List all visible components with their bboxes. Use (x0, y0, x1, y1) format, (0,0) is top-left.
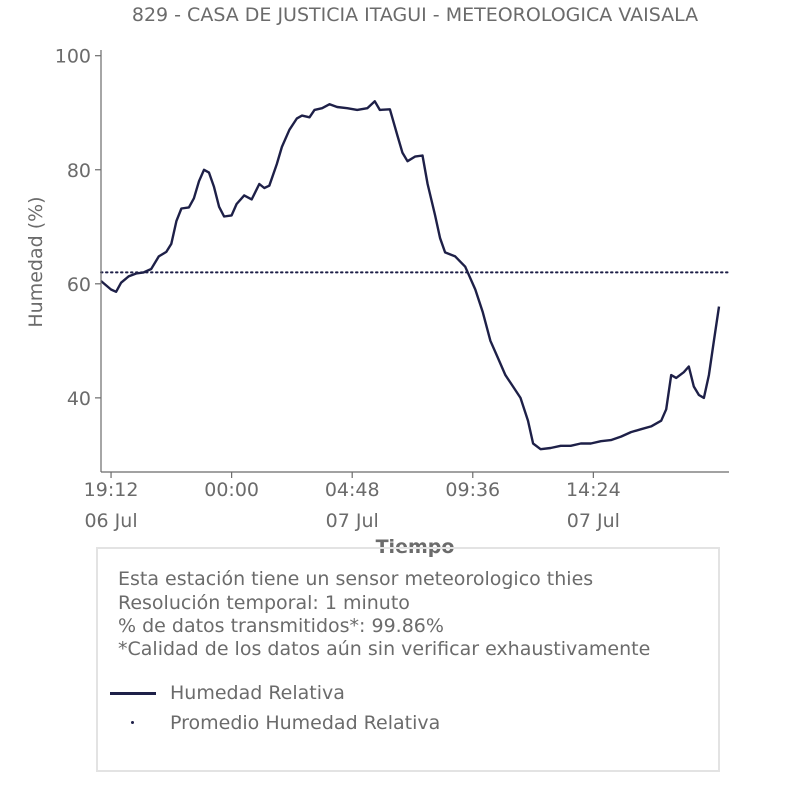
y-tick-label: 60 (67, 274, 91, 296)
x-tick-time-label: 04:48 (325, 479, 380, 501)
plot-area (100, 100, 730, 451)
y-tick-label: 40 (67, 388, 91, 410)
x-tick-time-label: 00:00 (204, 479, 259, 501)
info-transmitted-percent: % de datos transmitidos*: 99.86% (118, 615, 444, 637)
legend-dot-swatch (131, 721, 134, 724)
y-tick-label: 100 (55, 46, 91, 68)
y-axis-label: Humedad (%) (25, 196, 47, 327)
info-temporal-resolution: Resolución temporal: 1 minuto (118, 592, 410, 614)
axes: 40 60 80 100 19:12 06 Jul 00:00 04:48 07 Jul 09:3… (55, 46, 729, 532)
x-tick-date-label: 07 Jul (326, 510, 379, 532)
legend-label: Humedad Relativa (170, 682, 345, 704)
info-legend-box: Esta estación tiene un sensor meteorolog… (96, 547, 720, 772)
x-tick-time-label: 19:12 (84, 479, 139, 501)
info-station-sensor: Esta estación tiene un sensor meteorolog… (118, 568, 594, 590)
x-tick-date-label: 07 Jul (567, 510, 620, 532)
legend-label: Promedio Humedad Relativa (170, 712, 441, 734)
y-tick-label: 80 (67, 160, 91, 182)
series-line-0 (100, 100, 721, 451)
legend-item-promedio-humedad: Promedio Humedad Relativa (110, 711, 670, 735)
chart-title: 829 - CASA DE JUSTICIA ITAGUI - METEOROL… (132, 4, 698, 26)
x-tick-time-label: 09:36 (445, 479, 500, 501)
info-quality-note: *Calidad de los datos aún sin verificar … (118, 638, 651, 660)
x-tick-date-label: 06 Jul (84, 510, 137, 532)
legend-item-humedad-relativa: Humedad Relativa (110, 681, 670, 705)
legend-line-swatch (110, 692, 156, 695)
x-tick-time-label: 14:24 (566, 479, 621, 501)
